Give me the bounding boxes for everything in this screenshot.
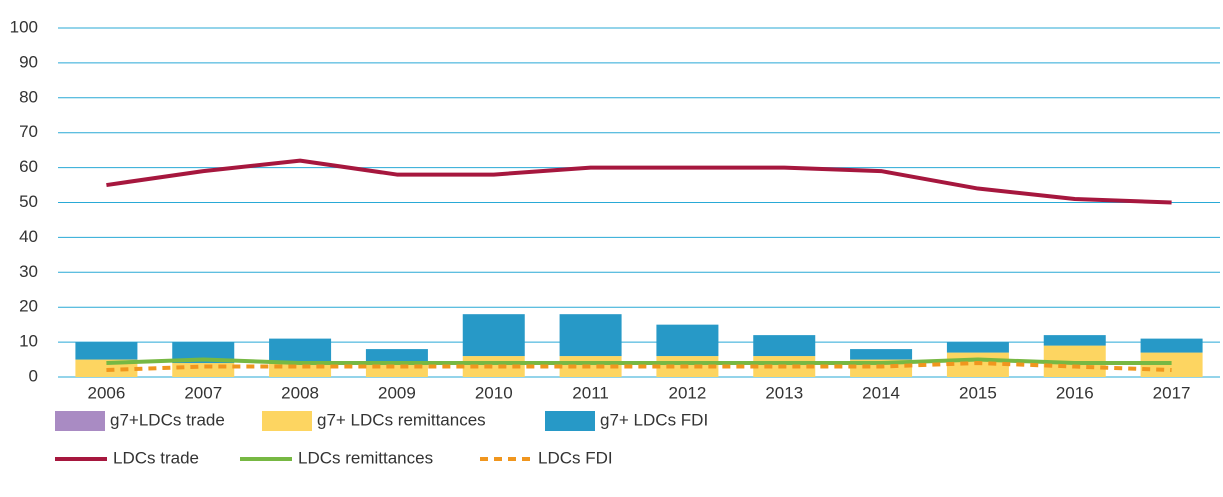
legend-label: LDCs remittances [298, 448, 433, 467]
x-tick-label: 2013 [765, 383, 803, 402]
legend-swatch [55, 411, 105, 431]
x-tick-label: 2009 [378, 383, 416, 402]
y-tick-label: 40 [19, 227, 38, 246]
x-tick-label: 2016 [1056, 383, 1094, 402]
x-tick-label: 2006 [88, 383, 126, 402]
bar-segment [365, 363, 428, 377]
y-tick-label: 90 [19, 52, 38, 71]
y-tick-label: 70 [19, 122, 38, 141]
bar-segment [462, 314, 525, 357]
bar-segment [1043, 335, 1106, 346]
y-tick-label: 100 [10, 17, 38, 36]
bar-segment [850, 349, 913, 360]
bar-segment [1140, 338, 1203, 353]
line-series [106, 357, 1172, 366]
bar-segment [753, 335, 816, 357]
y-tick-label: 0 [29, 366, 38, 385]
y-tick-label: 60 [19, 157, 38, 176]
x-tick-label: 2011 [572, 383, 609, 402]
legend-label: LDCs FDI [538, 448, 613, 467]
y-tick-label: 30 [19, 262, 38, 281]
legend-swatch [545, 411, 595, 431]
legend-label: g7+LDCs trade [110, 410, 225, 429]
y-tick-label: 20 [19, 297, 38, 316]
x-tick-label: 2010 [475, 383, 513, 402]
bar-segment [269, 338, 332, 364]
bar-segment [946, 342, 1009, 353]
x-tick-label: 2007 [184, 383, 222, 402]
x-tick-label: 2015 [959, 383, 997, 402]
x-tick-label: 2012 [669, 383, 707, 402]
y-tick-label: 80 [19, 87, 38, 106]
y-tick-label: 10 [19, 332, 38, 351]
bar-segment [656, 324, 719, 357]
line-series [106, 158, 1172, 205]
x-tick-label: 2008 [281, 383, 319, 402]
line-series [106, 361, 1172, 373]
legend-label: g7+ LDCs FDI [600, 410, 708, 429]
bar-segment [172, 342, 235, 364]
legend-label: LDCs trade [113, 448, 199, 467]
legend-swatch [262, 411, 312, 431]
y-tick-label: 50 [19, 192, 38, 211]
legend-label: g7+ LDCs remittances [317, 410, 486, 429]
x-tick-label: 2014 [862, 383, 900, 402]
bar-segment [559, 314, 622, 357]
bar-segment [365, 349, 428, 364]
x-tick-label: 2017 [1153, 383, 1191, 402]
bar-segment [269, 363, 332, 377]
bar-segment [75, 342, 138, 360]
